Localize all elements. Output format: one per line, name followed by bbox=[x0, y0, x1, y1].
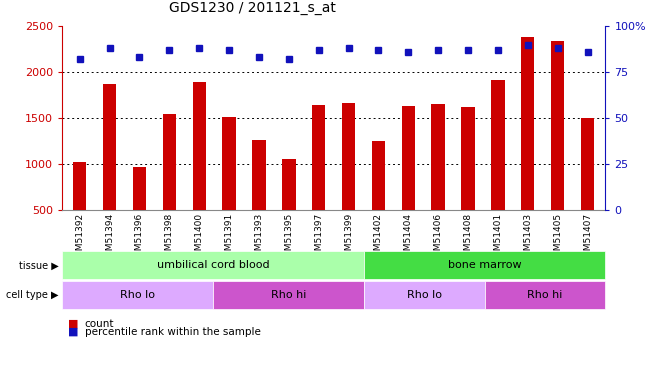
Bar bbox=[312, 105, 326, 210]
Bar bbox=[163, 114, 176, 210]
Text: tissue ▶: tissue ▶ bbox=[19, 260, 59, 270]
Text: Rho lo: Rho lo bbox=[407, 290, 442, 300]
Bar bbox=[342, 104, 355, 210]
Text: Rho hi: Rho hi bbox=[527, 290, 562, 300]
Text: ■: ■ bbox=[68, 327, 79, 337]
Bar bbox=[223, 117, 236, 210]
Bar bbox=[282, 159, 296, 210]
Bar bbox=[581, 118, 594, 210]
Bar bbox=[402, 106, 415, 210]
Text: umbilical cord blood: umbilical cord blood bbox=[156, 260, 269, 270]
Text: bone marrow: bone marrow bbox=[448, 260, 521, 270]
Text: ■: ■ bbox=[68, 319, 79, 328]
Text: Rho lo: Rho lo bbox=[120, 290, 155, 300]
Bar bbox=[133, 167, 146, 210]
Bar bbox=[103, 84, 117, 210]
Bar bbox=[432, 104, 445, 210]
Text: GDS1230 / 201121_s_at: GDS1230 / 201121_s_at bbox=[169, 1, 335, 15]
Bar bbox=[252, 140, 266, 210]
Bar bbox=[372, 141, 385, 210]
Bar bbox=[551, 41, 564, 210]
Bar bbox=[492, 81, 505, 210]
Bar bbox=[521, 37, 534, 210]
Text: percentile rank within the sample: percentile rank within the sample bbox=[85, 327, 260, 337]
Text: count: count bbox=[85, 319, 114, 328]
Text: cell type ▶: cell type ▶ bbox=[6, 290, 59, 300]
Text: Rho hi: Rho hi bbox=[271, 290, 306, 300]
Bar bbox=[193, 82, 206, 210]
Bar bbox=[73, 162, 87, 210]
Bar bbox=[462, 107, 475, 210]
